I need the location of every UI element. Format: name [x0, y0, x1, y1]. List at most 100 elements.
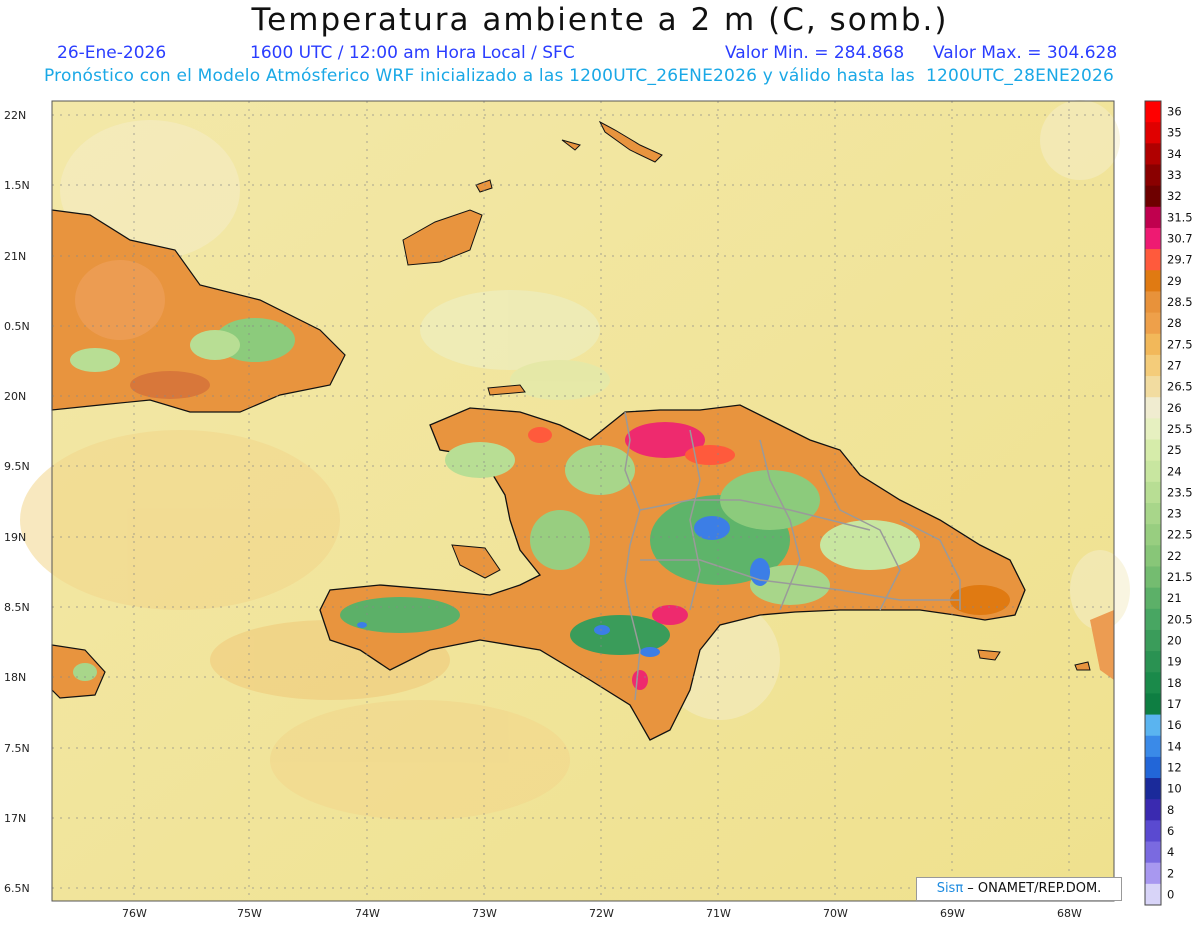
gonave-island	[451, 544, 501, 579]
colorbar-swatch	[1145, 503, 1161, 525]
colorbar-swatch	[1145, 693, 1161, 716]
mona-fragment	[1074, 661, 1091, 671]
lat-label: 18N	[4, 671, 26, 684]
colorbar-swatch	[1145, 587, 1161, 610]
colorbar-swatch	[1145, 545, 1161, 567]
credit-box: Sisπ – ONAMET/REP.DOM.	[916, 877, 1122, 901]
colorbar-swatch	[1145, 249, 1161, 271]
colorbar-swatch	[1145, 101, 1161, 123]
colorbar-swatch	[1145, 756, 1161, 779]
east-fringe	[1090, 610, 1114, 680]
lat-label: 17N	[4, 812, 26, 825]
colorbar-label: 8	[1167, 803, 1174, 817]
colorbar-swatch	[1145, 164, 1161, 187]
lat-label: 1.5N	[4, 179, 30, 192]
colorbar-label: 23.5	[1167, 485, 1193, 499]
min-value-label: Valor Min. = 284.868	[725, 43, 905, 63]
saona-island	[977, 649, 1001, 661]
map-title: Temperatura ambiente a 2 m (C, somb.)	[251, 2, 949, 38]
colorbar-swatch	[1145, 799, 1161, 821]
colorbar-label: 26.5	[1167, 380, 1193, 394]
colorbar-label: 30.7	[1167, 232, 1193, 246]
lon-label: 75W	[237, 907, 262, 920]
colorbar-swatch	[1145, 862, 1161, 885]
colorbar-label: 0	[1167, 887, 1174, 901]
colorbar-swatch	[1145, 185, 1161, 208]
colorbar-label: 12	[1167, 760, 1182, 774]
colorbar-label: 31.5	[1167, 210, 1193, 224]
lat-label: 7.5N	[4, 742, 30, 755]
colorbar-swatch	[1145, 566, 1161, 589]
colorbar-label: 33	[1167, 168, 1182, 182]
colorbar-swatch	[1145, 376, 1161, 398]
lat-label: 20N	[4, 390, 26, 403]
colorbar-label: 20.5	[1167, 612, 1193, 626]
colorbar-label: 25.5	[1167, 422, 1193, 436]
colorbar-label: 10	[1167, 782, 1182, 796]
colorbar-label: 16	[1167, 718, 1182, 732]
colorbar-label: 27.5	[1167, 337, 1193, 351]
colorbar-swatch	[1145, 270, 1161, 292]
colorbar-label: 29.7	[1167, 253, 1193, 267]
colorbar-swatch	[1145, 291, 1161, 314]
colorbar-label: 17	[1167, 697, 1182, 711]
colorbar-label: 2	[1167, 866, 1174, 880]
graticule	[52, 101, 1114, 901]
colorbar-swatch	[1145, 206, 1161, 229]
date-label: 26-Ene-2026	[57, 43, 167, 63]
colorbar-swatch	[1145, 841, 1161, 864]
colorbar-label: 21	[1167, 591, 1182, 605]
colorbar-swatch	[1145, 418, 1161, 441]
colorbar-swatch	[1145, 354, 1161, 377]
colorbar-frame	[1144, 100, 1162, 906]
lon-label: 76W	[122, 907, 147, 920]
colorbar-label: 22	[1167, 549, 1182, 563]
colorbar: 363534333231.530.729.72928.52827.52726.5…	[1144, 100, 1193, 906]
colorbar-label: 26	[1167, 401, 1182, 415]
lon-label: 70W	[823, 907, 848, 920]
colorbar-label: 18	[1167, 676, 1182, 690]
colorbar-swatch	[1145, 651, 1161, 673]
lon-label: 69W	[940, 907, 965, 920]
lon-label: 72W	[589, 907, 614, 920]
colorbar-label: 21.5	[1167, 570, 1193, 584]
colorbar-label: 23	[1167, 507, 1182, 521]
lat-label: 8.5N	[4, 601, 30, 614]
colorbar-swatch	[1145, 312, 1161, 335]
lon-label: 74W	[355, 907, 380, 920]
time-label: 1600 UTC / 12:00 am Hora Local / SFC	[250, 43, 575, 63]
colorbar-label: 28.5	[1167, 295, 1193, 309]
colorbar-swatch	[1145, 672, 1161, 694]
hispaniola-landmass	[319, 404, 1026, 741]
lat-label: 21N	[4, 250, 26, 263]
colorbar-swatch	[1145, 227, 1161, 250]
colorbar-label: 19	[1167, 655, 1182, 669]
colorbar-label: 24	[1167, 464, 1182, 478]
colorbar-swatch	[1145, 524, 1161, 546]
lat-label: 6.5N	[4, 882, 30, 895]
colorbar-label: 27	[1167, 358, 1182, 372]
colorbar-swatch	[1145, 439, 1161, 462]
sispi-logo: Sisπ	[936, 881, 964, 896]
colorbar-label: 34	[1167, 147, 1182, 161]
colorbar-label: 35	[1167, 126, 1182, 140]
longitude-labels: 76W 75W 74W 73W 72W 71W 70W 69W 68W	[122, 907, 1082, 920]
colorbar-label: 32	[1167, 189, 1182, 203]
lon-label: 73W	[472, 907, 497, 920]
colorbar-swatch	[1145, 735, 1161, 758]
province-borders	[624, 411, 961, 701]
colorbar-label: 29	[1167, 274, 1182, 288]
colorbar-swatch	[1145, 778, 1161, 800]
colorbar-swatch	[1145, 714, 1161, 737]
colorbar-label: 28	[1167, 316, 1182, 330]
jamaica-landmass	[51, 644, 106, 699]
lon-label: 71W	[706, 907, 731, 920]
latitude-labels: 22N 1.5N 21N 0.5N 20N 9.5N 19N 8.5N 18N …	[4, 109, 30, 895]
lon-label: 68W	[1057, 907, 1082, 920]
colorbar-swatch	[1145, 820, 1161, 843]
lat-label: 9.5N	[4, 460, 30, 473]
colorbar-swatch	[1145, 143, 1161, 165]
cuba-landmass	[51, 209, 346, 413]
colorbar-label: 14	[1167, 739, 1182, 753]
